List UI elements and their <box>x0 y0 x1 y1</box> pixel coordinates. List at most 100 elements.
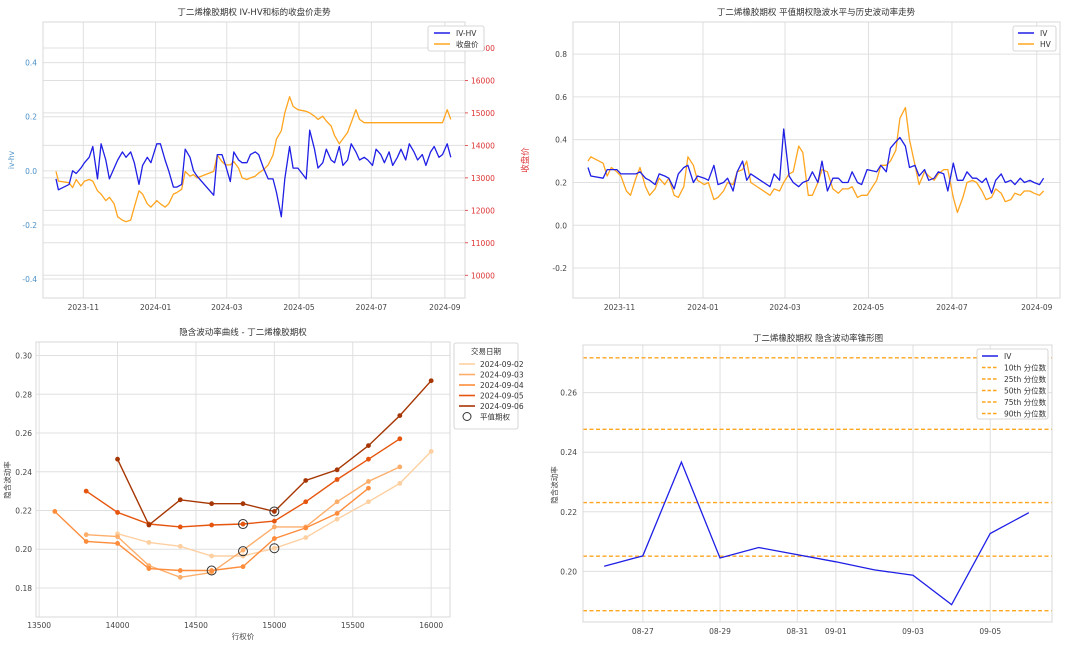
x-tick-label: 09-03 <box>902 627 924 636</box>
data-point <box>271 509 277 514</box>
y-tick-label: 0.26 <box>15 429 32 438</box>
legend: IV HV <box>1012 25 1057 52</box>
y-tick-label: 0.26 <box>560 389 577 398</box>
data-point <box>397 436 403 442</box>
y-axis-label: 隐含波动率 <box>549 466 559 504</box>
legend-label: 2024-09-06 <box>480 402 524 411</box>
y-tick-label: -0.2 <box>552 264 567 273</box>
y-axis: -0.2 0.0 0.2 0.4 0.6 0.8 <box>552 50 567 273</box>
series-line <box>604 460 1030 606</box>
y-right-tick-label: 11000 <box>471 239 495 248</box>
y-axis-left: -0.4 -0.2 0.0 0.2 0.4 <box>22 59 37 284</box>
y-axis-label: iv-hv <box>7 150 16 169</box>
chart-title: 丁二烯橡胶期权 隐含波动率锥形图 <box>753 333 883 344</box>
data-point <box>177 568 183 573</box>
data-point <box>271 524 277 530</box>
data-point <box>209 568 215 573</box>
legend-label: 2024-09-04 <box>480 381 524 390</box>
data-point <box>366 456 371 462</box>
data-point <box>334 499 340 505</box>
y-right-tick-label: 13000 <box>471 174 495 183</box>
data-point <box>209 501 215 507</box>
data-point <box>209 553 215 559</box>
plot-area <box>572 21 1061 299</box>
data-point <box>177 524 183 530</box>
data-point <box>334 516 340 522</box>
x-tick-label: 09-01 <box>825 627 847 636</box>
data-point <box>240 501 246 507</box>
y-tick-label: 0.22 <box>15 506 32 515</box>
atm-marker <box>238 546 248 557</box>
x-axis-label: 行权价 <box>232 631 255 641</box>
series-line <box>55 129 452 218</box>
x-tick-label: 13500 <box>27 621 51 630</box>
data-point <box>428 378 434 384</box>
x-tick-label: 2024-03 <box>211 303 243 312</box>
chart-title: 丁二烯橡胶期权 IV-HV和标的收盘价走势 <box>177 7 331 18</box>
x-tick-label: 2024-09 <box>1021 303 1053 312</box>
legend: IV-HV 收盘价 <box>427 25 485 52</box>
chart-iv-cone: 丁二烯橡胶期权 隐含波动率锥形图 0.200.220.240.26 08-27 0… <box>549 333 1053 636</box>
y-axis: 0.18 0.20 0.22 0.24 0.26 0.28 0.30 <box>15 352 32 593</box>
chart-atm-iv-hv: 丁二烯橡胶期权 平值期权隐波水平与历史波动率走势 -0.2 0.0 0.2 0.4 0.… <box>552 7 1061 312</box>
x-tick-label: 2024-05 <box>283 303 315 312</box>
y-tick-label: 0.18 <box>15 584 32 593</box>
legend-label: 25th 分位数 <box>1004 374 1047 384</box>
x-tick-label: 2024-01 <box>140 303 172 312</box>
y-right-tick-label: 15000 <box>471 109 495 118</box>
series-lines <box>583 357 1052 612</box>
x-tick-label: 15500 <box>341 621 365 630</box>
x-tick-label: 08-31 <box>786 627 808 636</box>
y-right-tick-label: 12000 <box>471 206 495 215</box>
data-point <box>334 467 340 473</box>
data-point <box>209 522 215 528</box>
legend-label: HV <box>1040 40 1052 49</box>
data-point <box>366 485 371 491</box>
atm-marker <box>269 506 280 517</box>
plot-area <box>42 21 466 299</box>
y-axis-right-label: 收盘价 <box>520 147 531 173</box>
data-point <box>303 478 309 483</box>
data-point <box>115 456 120 462</box>
y-right-tick-label: 14000 <box>471 141 495 150</box>
legend-label: 50th 分位数 <box>1004 386 1047 396</box>
grid <box>43 22 465 298</box>
x-tick-label: 15000 <box>262 621 286 630</box>
data-point <box>177 543 183 549</box>
legend-label: 收盘价 <box>456 39 479 49</box>
x-tick-label: 2024-01 <box>687 303 719 312</box>
y-tick-label: 0.22 <box>560 508 577 517</box>
data-point <box>397 464 403 470</box>
data-point <box>83 488 89 494</box>
y-tick-label: 0.20 <box>15 545 32 554</box>
data-point <box>428 449 434 454</box>
legend-label: IV <box>1040 29 1048 38</box>
data-point <box>303 499 309 505</box>
atm-marker <box>238 519 248 530</box>
atm-marker <box>206 565 217 576</box>
data-point <box>271 545 277 551</box>
legend-label: 2024-09-02 <box>480 360 524 369</box>
y-axis-right: 1000011000120001300014000150001600017000 <box>465 44 495 280</box>
y-tick-label: 0.4 <box>25 59 37 68</box>
data-point <box>366 443 371 449</box>
data-point <box>52 509 58 514</box>
series-lines <box>587 106 1045 214</box>
y-tick-label: 0.2 <box>555 178 567 187</box>
y-tick-label: 0.24 <box>560 448 577 457</box>
legend: 交易日期 2024-09-022024-09-032024-09-042024-… <box>453 342 524 430</box>
x-tick-label: 2023-11 <box>68 303 100 312</box>
plot-area <box>582 344 1053 623</box>
x-tick-label: 08-29 <box>709 627 731 636</box>
chart-title: 丁二烯橡胶期权 平值期权隐波水平与历史波动率走势 <box>717 7 916 18</box>
y-tick-label: 0.2 <box>25 113 37 122</box>
data-point <box>240 547 246 553</box>
y-right-tick-label: 16000 <box>471 76 495 85</box>
atm-marker <box>269 543 280 554</box>
x-tick-label: 16000 <box>419 621 443 630</box>
data-point <box>115 541 120 546</box>
x-tick-label: 2023-11 <box>604 303 636 312</box>
y-tick-label: 0.30 <box>15 352 32 361</box>
x-axis: 2023-11 2024-01 2024-03 2024-05 2024-07 2024-… <box>604 303 1053 312</box>
